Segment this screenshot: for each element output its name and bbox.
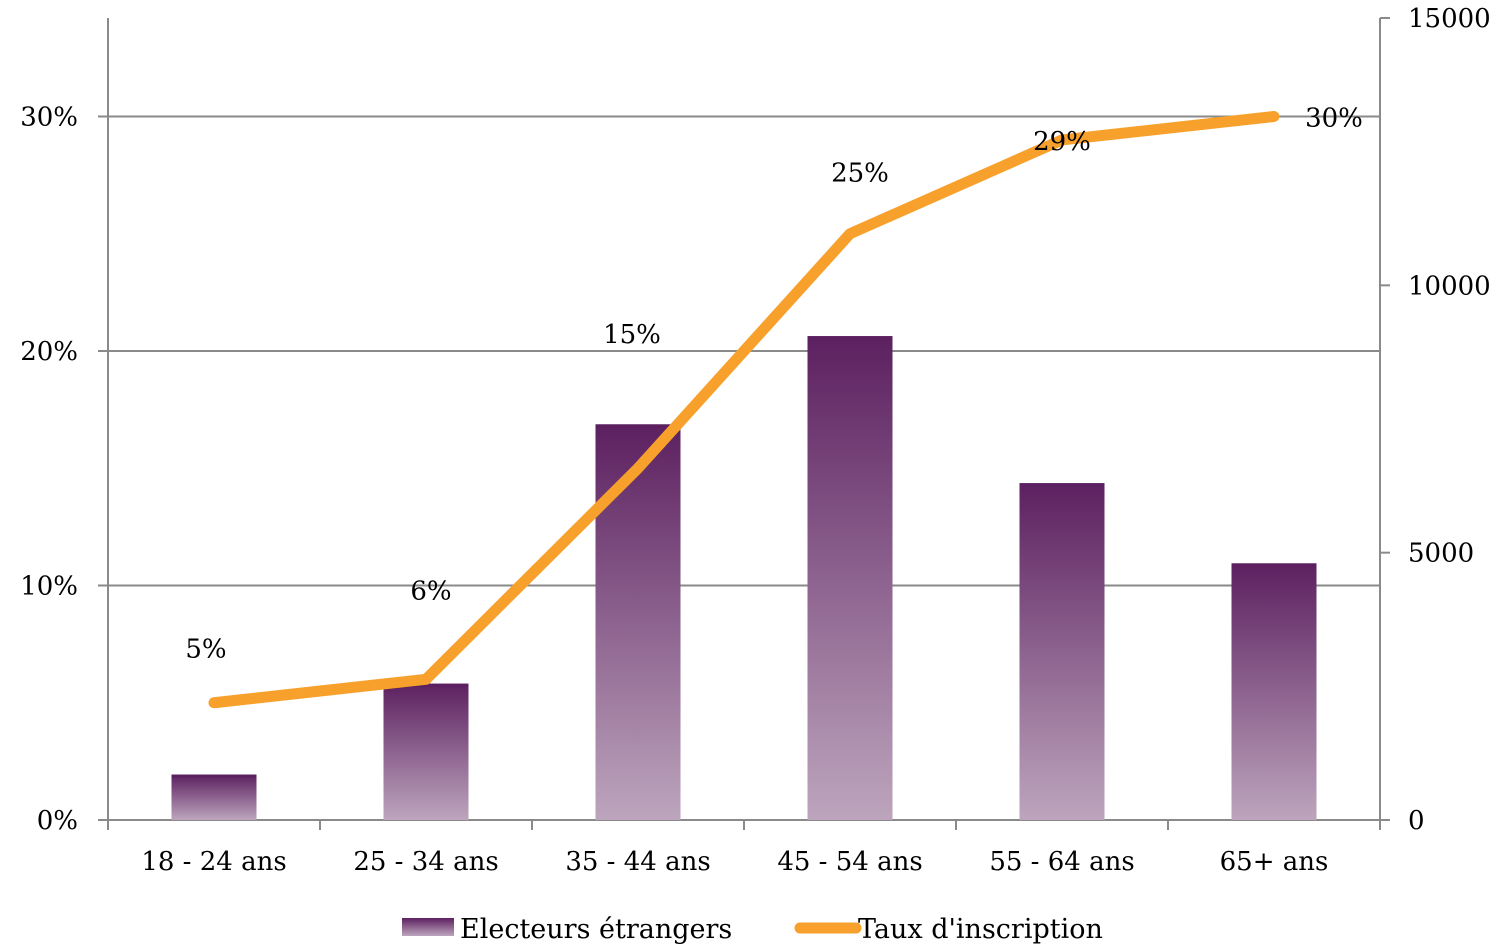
line-series — [208, 110, 1280, 709]
bar — [383, 683, 469, 820]
line-data-label: 29% — [1033, 127, 1091, 157]
line-data-label: 5% — [185, 635, 226, 665]
bar — [1231, 563, 1317, 820]
right-axis-tick-label: 10000 — [1408, 271, 1491, 301]
legend-label-line: Taux d'inscription — [858, 914, 1103, 945]
axes — [98, 17, 1390, 830]
left-axis-tick-label: 0% — [37, 806, 78, 836]
bar — [595, 424, 681, 820]
bar-top-edge — [171, 774, 257, 778]
left-axis-tick-label: 10% — [20, 571, 78, 601]
x-axis-tick-label: 45 - 54 ans — [777, 847, 922, 877]
x-axis-tick-label: 18 - 24 ans — [141, 847, 286, 877]
bar-series — [171, 336, 1317, 820]
right-axis-tick-label: 5000 — [1408, 539, 1474, 569]
bar — [1019, 483, 1105, 820]
line-data-label: 6% — [410, 576, 451, 606]
bar-top-edge — [383, 683, 469, 687]
bar-top-edge — [595, 424, 681, 428]
bar-top-edge — [1231, 563, 1317, 567]
x-axis-tick-label: 35 - 44 ans — [565, 847, 710, 877]
right-axis-tick-label: 15000 — [1408, 4, 1491, 34]
bar-top-edge — [1019, 483, 1105, 487]
line-data-label: 25% — [831, 159, 889, 189]
x-axis-tick-label: 25 - 34 ans — [353, 847, 498, 877]
legend-swatch-bars — [402, 918, 454, 936]
bar — [807, 336, 893, 820]
x-axis-tick-label: 65+ ans — [1220, 847, 1329, 877]
right-axis-tick-label: 0 — [1408, 806, 1425, 836]
left-axis-tick-label: 30% — [20, 102, 78, 132]
legend: Electeurs étrangers Taux d'inscription — [402, 914, 1103, 945]
bar — [171, 774, 257, 820]
line-data-label: 30% — [1305, 103, 1363, 133]
tick-labels: 0% 10% 20% 30% 0 5000 10000 15000 18 - 24 ans 25 … — [20, 4, 1491, 877]
legend-label-bars: Electeurs étrangers — [460, 914, 732, 945]
line-data-label: 15% — [603, 320, 661, 350]
left-axis-tick-label: 20% — [20, 337, 78, 367]
bar-top-edge — [807, 336, 893, 340]
line-series-path — [208, 110, 1280, 709]
x-axis-tick-label: 55 - 64 ans — [989, 847, 1134, 877]
